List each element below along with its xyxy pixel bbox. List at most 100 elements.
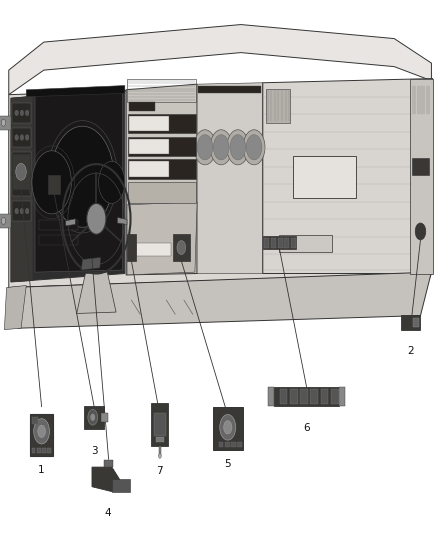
Circle shape [15, 110, 18, 116]
Circle shape [38, 425, 46, 438]
Bar [339, 387, 345, 406]
Bar [331, 389, 339, 403]
Circle shape [16, 164, 26, 180]
Bar [129, 116, 169, 131]
Polygon shape [92, 467, 120, 491]
Bar [300, 389, 308, 403]
Polygon shape [9, 25, 431, 95]
Bar [128, 137, 196, 156]
Polygon shape [35, 91, 123, 272]
Bar [12, 103, 31, 123]
Polygon shape [9, 273, 431, 322]
Bar [12, 177, 31, 196]
Polygon shape [126, 84, 197, 275]
Text: 1: 1 [38, 465, 45, 475]
Circle shape [415, 223, 426, 240]
Bar [285, 238, 289, 247]
Bar [104, 459, 113, 467]
Circle shape [220, 415, 236, 440]
Bar [128, 182, 196, 204]
Bar [12, 127, 31, 147]
Polygon shape [117, 217, 127, 224]
Bar [311, 389, 318, 403]
Bar [12, 154, 30, 189]
Circle shape [25, 110, 29, 116]
Bar [291, 238, 296, 247]
Polygon shape [81, 257, 101, 270]
Circle shape [51, 126, 114, 227]
Bar [39, 220, 78, 230]
Circle shape [25, 208, 29, 214]
Bar [159, 446, 161, 456]
Circle shape [88, 409, 98, 425]
Polygon shape [11, 90, 125, 282]
Circle shape [1, 217, 6, 224]
Circle shape [210, 130, 232, 165]
Bar [263, 236, 296, 249]
Polygon shape [410, 78, 433, 273]
Circle shape [20, 208, 24, 214]
Polygon shape [26, 86, 125, 97]
Bar [266, 89, 290, 123]
Circle shape [87, 204, 106, 234]
Bar [129, 139, 169, 154]
Bar [48, 175, 60, 194]
Circle shape [230, 135, 246, 160]
Bar [30, 414, 53, 456]
Circle shape [15, 135, 18, 140]
Polygon shape [263, 78, 433, 273]
Bar [42, 448, 46, 453]
Bar [136, 244, 171, 256]
Bar [278, 238, 283, 247]
Bar [128, 159, 196, 179]
Bar [128, 114, 196, 133]
Bar [198, 86, 261, 93]
Polygon shape [11, 96, 33, 282]
Bar [101, 413, 108, 422]
Bar [412, 84, 430, 116]
Bar [127, 234, 136, 261]
Bar [12, 152, 31, 172]
Bar [37, 448, 41, 453]
Bar [279, 389, 287, 403]
Polygon shape [197, 83, 263, 273]
Bar [151, 403, 169, 446]
Bar [127, 78, 196, 102]
Circle shape [99, 161, 125, 204]
Bar [32, 448, 35, 453]
Polygon shape [9, 272, 431, 328]
Bar [85, 406, 104, 429]
Bar [293, 156, 356, 198]
Bar [231, 441, 236, 447]
Bar [32, 417, 38, 424]
Bar [129, 102, 155, 111]
Bar [156, 438, 163, 442]
Bar [154, 413, 166, 437]
Text: 6: 6 [303, 423, 310, 433]
Text: 7: 7 [156, 466, 163, 477]
Bar [413, 318, 419, 327]
Bar [225, 441, 230, 447]
Circle shape [91, 414, 95, 421]
Circle shape [20, 110, 24, 116]
Text: 5: 5 [224, 459, 231, 469]
Polygon shape [112, 479, 131, 491]
Bar [0, 116, 11, 130]
Circle shape [159, 454, 161, 458]
Bar [39, 235, 78, 246]
Bar [321, 389, 328, 403]
Bar [271, 238, 276, 247]
Bar [12, 201, 31, 221]
Circle shape [25, 184, 29, 189]
Polygon shape [9, 80, 431, 287]
Bar [129, 161, 169, 177]
Polygon shape [127, 202, 197, 275]
Text: 2: 2 [407, 346, 414, 356]
Bar [412, 158, 429, 175]
Circle shape [224, 421, 232, 434]
Bar [213, 407, 243, 450]
Bar [274, 387, 339, 406]
Circle shape [20, 135, 24, 140]
Circle shape [1, 119, 6, 126]
Polygon shape [66, 219, 75, 226]
